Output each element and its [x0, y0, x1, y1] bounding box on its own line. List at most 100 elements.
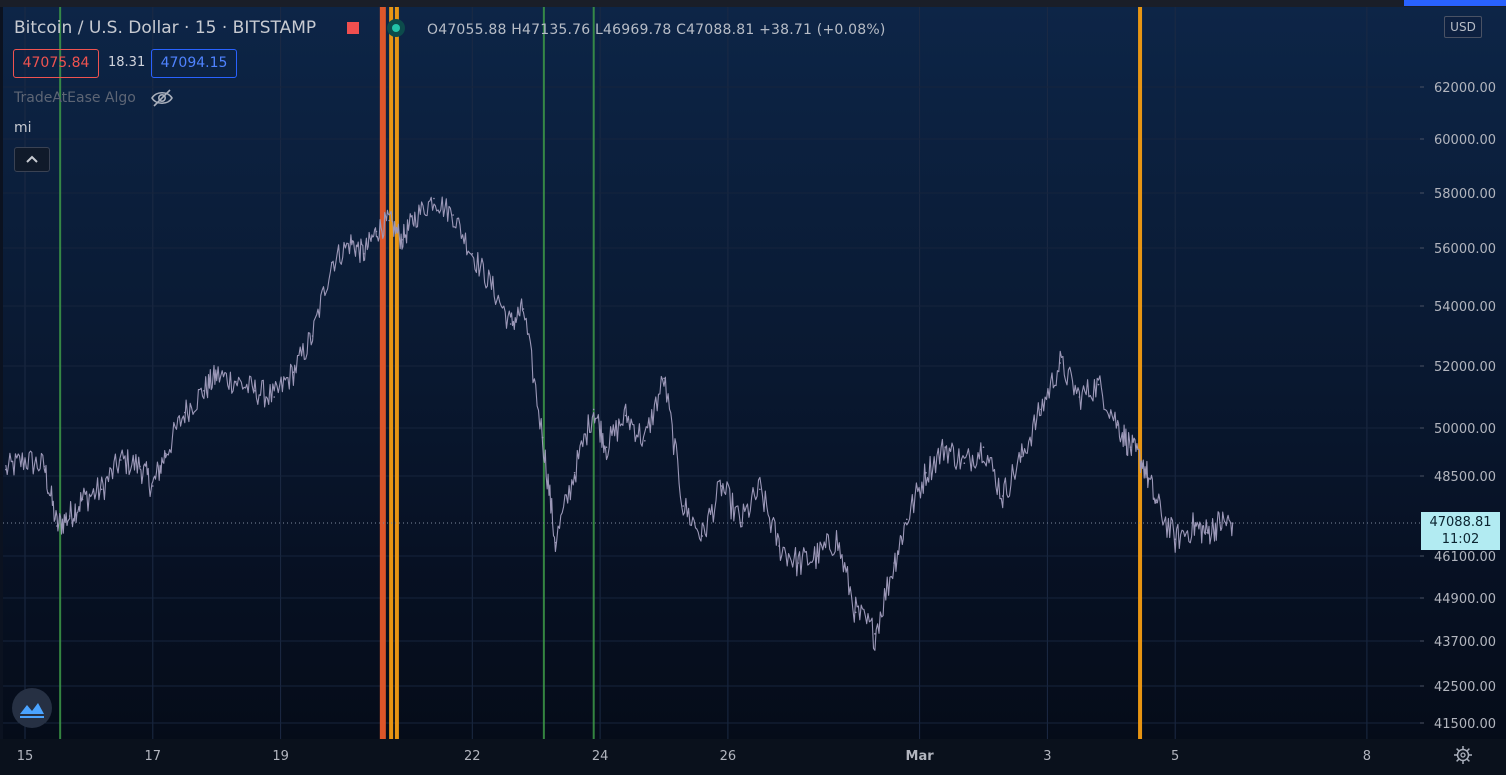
symbol-title[interactable]: Bitcoin / U.S. Dollar · 15 · BITSTAMP	[14, 18, 317, 38]
price-point	[100, 488, 103, 491]
bar-countdown: 11:02	[1441, 532, 1480, 547]
price-point	[554, 541, 557, 544]
price-point	[362, 253, 365, 255]
price-point	[183, 411, 186, 414]
signal-bar-orange	[394, 7, 399, 739]
tradingview-logo-icon[interactable]	[12, 688, 52, 728]
price-point	[490, 284, 493, 287]
price-point	[433, 197, 435, 200]
sell-button[interactable]: 47075.84	[13, 49, 99, 78]
indicator-name[interactable]: TradeAtEase Algo	[14, 90, 136, 106]
y-tick-label: 60000.00	[1434, 133, 1496, 148]
price-point	[330, 261, 333, 264]
indicator-short-label[interactable]: mi	[14, 120, 32, 136]
price-point	[1059, 362, 1061, 364]
price-point	[906, 518, 908, 521]
price-scale[interactable]	[1420, 7, 1506, 739]
signal-bar-orange	[389, 7, 394, 739]
x-tick-label: 15	[17, 749, 34, 764]
x-tick-label: 17	[145, 749, 162, 764]
plot-background	[3, 7, 1420, 739]
price-point	[43, 465, 45, 468]
price-point	[605, 446, 608, 449]
price-point	[1193, 525, 1196, 527]
price-point	[592, 408, 595, 411]
x-tick-label: 24	[592, 749, 609, 764]
x-tick-label: 3	[1043, 749, 1051, 764]
time-scale[interactable]	[0, 739, 1506, 775]
market-status-icon[interactable]	[387, 19, 405, 37]
price-point	[1040, 408, 1042, 411]
price-point	[215, 374, 218, 377]
y-tick-label: 41500.00	[1434, 717, 1496, 732]
price-point	[982, 446, 985, 449]
price-point	[81, 498, 84, 501]
price-point	[56, 525, 58, 527]
price-point	[203, 390, 205, 392]
grid-lines	[3, 7, 1420, 739]
x-tick-label: 19	[272, 749, 289, 764]
price-point	[1142, 462, 1145, 465]
price-point	[68, 515, 71, 517]
price-series	[3, 196, 1420, 651]
y-tick-label: 54000.00	[1434, 300, 1496, 315]
x-tick-label: 5	[1171, 749, 1179, 764]
price-point	[152, 485, 154, 487]
price-point	[778, 545, 780, 547]
price-point	[139, 465, 141, 468]
price-point	[682, 505, 684, 507]
price-point	[701, 535, 704, 537]
price-point	[471, 253, 474, 255]
price-point	[644, 440, 646, 442]
price-point	[963, 462, 966, 465]
currency-button[interactable]: USD	[1444, 16, 1482, 38]
price-point	[624, 414, 627, 417]
y-tick-label: 42500.00	[1434, 680, 1496, 695]
signal-bar-orange	[1138, 7, 1143, 739]
price-point	[835, 538, 838, 541]
price-point	[1206, 531, 1208, 534]
signal-bar-green	[542, 7, 545, 739]
price-point	[5, 468, 7, 471]
last-price-value: 47088.81	[1429, 515, 1492, 530]
signal-bars	[59, 7, 1143, 739]
price-point	[573, 472, 576, 474]
x-tick-label: 8	[1363, 749, 1371, 764]
price-point	[854, 611, 857, 614]
gear-icon[interactable]	[1453, 745, 1473, 765]
flag-icon[interactable]	[347, 22, 359, 34]
price-point	[350, 241, 352, 244]
last-price-label: 47088.81 11:02	[1421, 512, 1500, 550]
y-axis-ticks: 62000.00 60000.00 58000.00 56000.00 54000.00…	[1420, 81, 1496, 732]
price-point	[1129, 446, 1132, 449]
price-point	[797, 562, 799, 564]
buy-button[interactable]: 47094.15	[151, 49, 237, 78]
price-point	[893, 562, 895, 564]
price-point	[1021, 456, 1023, 458]
spread-value: 18.31	[108, 55, 146, 70]
price-point	[1155, 501, 1157, 504]
signal-bar-red	[379, 7, 386, 739]
y-tick-label: 44900.00	[1434, 592, 1496, 607]
signal-bar-green	[592, 7, 595, 739]
price-point	[24, 459, 26, 461]
price-point	[413, 216, 416, 219]
y-tick-label: 46100.00	[1434, 550, 1496, 565]
price-point	[522, 308, 525, 310]
x-tick-label: 22	[464, 749, 481, 764]
price-point	[541, 436, 544, 439]
eye-off-icon[interactable]	[150, 88, 174, 108]
price-point	[663, 377, 665, 380]
price-point	[375, 230, 378, 233]
y-tick-label: 58000.00	[1434, 187, 1496, 202]
collapse-button[interactable]	[14, 147, 50, 172]
x-tick-label: 26	[720, 749, 737, 764]
price-point	[1219, 521, 1221, 524]
chevron-up-icon	[26, 155, 38, 163]
price-point	[1001, 495, 1004, 497]
price-point	[1231, 522, 1234, 524]
x-tick-label: Mar	[906, 749, 935, 764]
signal-bar-green	[59, 7, 62, 739]
